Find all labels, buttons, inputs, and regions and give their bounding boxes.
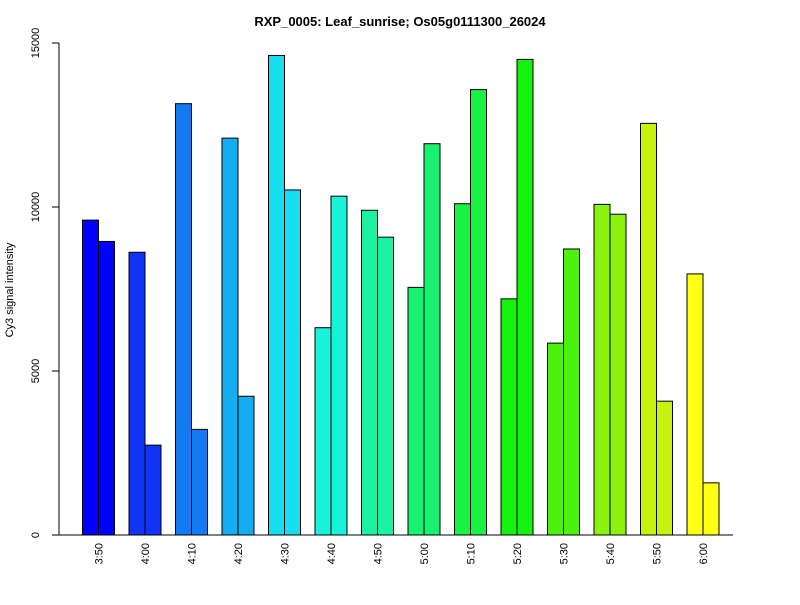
x-tick-label: 4:50 — [373, 543, 385, 564]
chart-title: RXP_0005: Leaf_sunrise; Os05g0111300_260… — [254, 14, 546, 29]
bar — [237, 395, 255, 536]
bar — [175, 103, 192, 536]
y-tick-label: 5000 — [30, 359, 42, 383]
y-tick-label: 15000 — [30, 28, 42, 59]
x-tick-label: 5:20 — [512, 543, 524, 564]
bar — [330, 195, 348, 536]
x-tick-label: 4:10 — [187, 543, 199, 564]
y-axis-label: Cy3 signal intensity — [4, 242, 16, 337]
x-tick-label: 4:30 — [280, 543, 292, 564]
y-tick-label: 10000 — [30, 192, 42, 223]
bar — [221, 137, 239, 536]
x-tick-label: 5:30 — [559, 543, 571, 564]
x-tick-label: 4:20 — [233, 543, 245, 564]
x-tick-label: 5:10 — [466, 543, 478, 564]
bar — [314, 327, 332, 536]
bar — [377, 236, 394, 536]
x-tick-label: 5:00 — [419, 543, 431, 564]
bar — [563, 248, 580, 536]
bar — [686, 273, 704, 536]
x-tick-label: 5:50 — [652, 543, 664, 564]
bar — [470, 89, 487, 536]
bar — [144, 444, 162, 536]
bar — [284, 189, 301, 536]
bar — [516, 58, 534, 536]
bar — [547, 342, 564, 536]
x-tick-label: 3:50 — [94, 543, 106, 564]
bar — [609, 213, 627, 536]
bar — [361, 209, 378, 536]
bar — [407, 286, 425, 536]
y-tick-label: 0 — [30, 532, 42, 538]
bars — [82, 54, 720, 536]
bar — [268, 54, 285, 536]
bar — [593, 203, 611, 536]
bar — [191, 428, 208, 536]
x-tick-label: 4:40 — [326, 543, 338, 564]
bar — [656, 400, 673, 536]
bar — [128, 251, 146, 536]
bar — [98, 240, 115, 536]
x-tick-label: 5:40 — [605, 543, 617, 564]
bar — [702, 482, 720, 536]
x-tick-labels: 3:50 4:00 4:10 4:20 4:30 4:40 4:50 5:00 5:10 5:20… — [94, 543, 711, 564]
bar — [640, 122, 657, 536]
bar — [500, 298, 518, 536]
bar — [423, 143, 441, 536]
bar — [82, 219, 99, 536]
x-tick-label: 6:00 — [698, 543, 710, 564]
x-tick-label: 4:00 — [140, 543, 152, 564]
bar — [454, 203, 471, 536]
